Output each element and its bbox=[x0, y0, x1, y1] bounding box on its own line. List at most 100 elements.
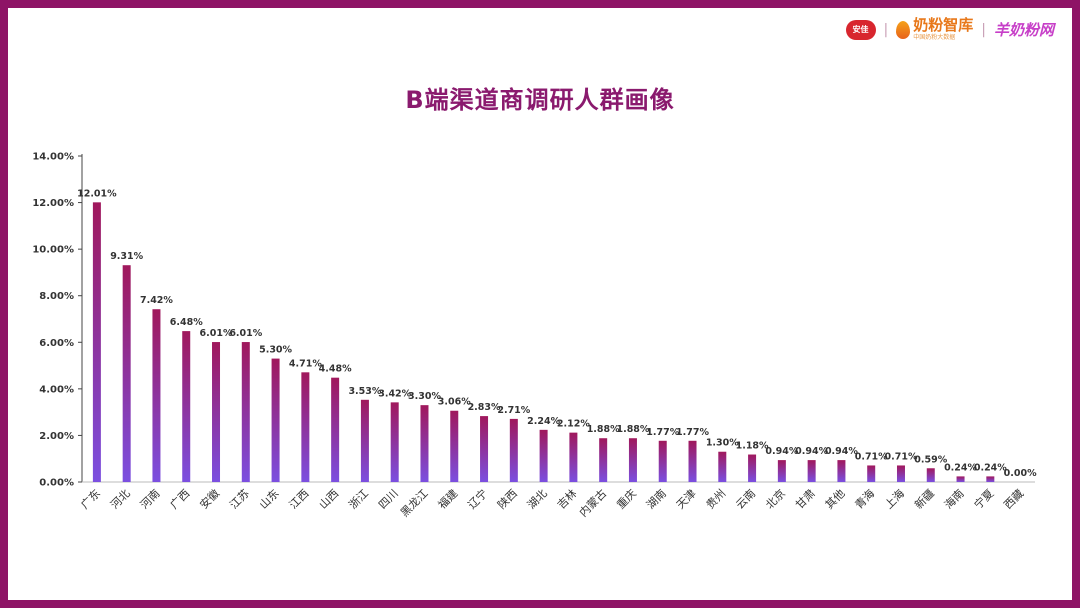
slide: 安佳 | 奶粉智库 中国奶粉大数据 | 羊奶粉网 bbox=[8, 8, 1072, 600]
x-tick-label: 宁夏 bbox=[971, 486, 996, 511]
x-tick-label: 重庆 bbox=[614, 486, 639, 511]
bar bbox=[301, 372, 310, 482]
x-tick-label: 新疆 bbox=[911, 486, 936, 511]
divider: | bbox=[981, 21, 986, 38]
data-label: 0.94% bbox=[795, 446, 828, 457]
y-tick-label: 10.00% bbox=[32, 245, 74, 256]
bar bbox=[152, 309, 161, 482]
x-tick-label: 湖南 bbox=[644, 487, 669, 512]
x-tick-label: 江西 bbox=[287, 487, 312, 512]
data-label: 1.30% bbox=[706, 438, 739, 449]
bar bbox=[480, 416, 489, 482]
data-label: 2.83% bbox=[468, 402, 501, 413]
chart-title: B端渠道商调研人群画像 bbox=[405, 86, 675, 114]
bar bbox=[658, 440, 667, 482]
bar bbox=[360, 399, 369, 482]
y-tick-label: 0.00% bbox=[39, 478, 74, 489]
data-label: 1.77% bbox=[676, 427, 709, 438]
data-label: 3.42% bbox=[378, 388, 411, 399]
bar bbox=[92, 202, 101, 483]
bar bbox=[450, 410, 459, 482]
x-tick-label: 福建 bbox=[435, 486, 460, 511]
brand-logo-1: 安佳 bbox=[845, 19, 876, 40]
bar bbox=[628, 438, 637, 482]
x-tick-label: 广东 bbox=[78, 487, 103, 512]
bar bbox=[956, 476, 965, 482]
brand-logo-2: 奶粉智库 中国奶粉大数据 bbox=[896, 18, 973, 41]
x-tick-label: 山东 bbox=[257, 487, 282, 512]
x-tick-label: 陕西 bbox=[494, 486, 519, 511]
x-tick-label: 黑龙江 bbox=[398, 487, 431, 520]
data-label: 3.53% bbox=[348, 386, 381, 397]
data-label: 1.88% bbox=[616, 424, 649, 435]
bar bbox=[420, 405, 429, 482]
y-tick-label: 14.00% bbox=[32, 152, 74, 163]
x-tick-label: 上海 bbox=[882, 486, 907, 511]
brand-logo-2-name: 奶粉智库 bbox=[913, 16, 974, 34]
x-tick-label: 江苏 bbox=[227, 487, 252, 512]
bar bbox=[509, 418, 518, 482]
data-label: 2.71% bbox=[497, 405, 530, 416]
y-tick-label: 12.00% bbox=[32, 198, 74, 209]
x-tick-label: 吉林 bbox=[554, 486, 579, 511]
x-tick-label: 河北 bbox=[108, 487, 133, 512]
bar bbox=[777, 460, 786, 482]
x-tick-label: 贵州 bbox=[704, 487, 729, 512]
brand-logo-2-tagline: 中国奶粉大数据 bbox=[913, 34, 956, 41]
data-label: 0.24% bbox=[944, 462, 977, 473]
bar bbox=[718, 451, 727, 482]
data-label: 4.71% bbox=[289, 358, 322, 369]
bar bbox=[867, 465, 876, 482]
x-tick-label: 山西 bbox=[317, 487, 342, 512]
bar bbox=[837, 460, 846, 482]
data-label: 3.06% bbox=[438, 397, 471, 408]
x-tick-label: 广西 bbox=[168, 487, 193, 512]
x-tick-label: 其他 bbox=[823, 487, 848, 512]
data-label: 7.42% bbox=[140, 295, 173, 306]
bar bbox=[331, 377, 340, 482]
data-label: 0.71% bbox=[855, 451, 888, 462]
data-label: 1.88% bbox=[587, 424, 620, 435]
x-tick-label: 青海 bbox=[852, 486, 877, 511]
bar bbox=[748, 454, 757, 482]
data-label: 0.59% bbox=[914, 454, 947, 465]
data-label: 12.01% bbox=[77, 188, 117, 199]
y-tick-label: 6.00% bbox=[39, 338, 74, 349]
y-tick-label: 8.00% bbox=[39, 291, 74, 302]
data-label: 0.94% bbox=[825, 446, 858, 457]
x-tick-label: 安徽 bbox=[197, 486, 222, 511]
x-tick-label: 河南 bbox=[138, 487, 163, 512]
x-tick-label: 内蒙古 bbox=[576, 486, 609, 519]
bar bbox=[390, 402, 399, 482]
x-tick-label: 浙江 bbox=[346, 487, 371, 512]
brand-logo-3: 羊奶粉网 bbox=[993, 21, 1054, 39]
x-tick-label: 西藏 bbox=[1001, 487, 1026, 512]
data-label: 3.30% bbox=[408, 391, 441, 402]
bar bbox=[599, 438, 608, 482]
data-label: 6.01% bbox=[229, 328, 262, 339]
bar bbox=[241, 342, 250, 482]
x-tick-label: 海南 bbox=[941, 486, 966, 511]
data-label: 4.48% bbox=[319, 364, 352, 375]
bar bbox=[926, 468, 935, 482]
bar bbox=[896, 465, 905, 482]
bar bbox=[688, 440, 697, 482]
data-label: 0.24% bbox=[974, 462, 1007, 473]
brand-logos: 安佳 | 奶粉智库 中国奶粉大数据 | 羊奶粉网 bbox=[845, 18, 1054, 41]
x-tick-label: 云南 bbox=[733, 487, 758, 512]
data-label: 0.94% bbox=[765, 446, 798, 457]
data-label: 0.71% bbox=[885, 451, 918, 462]
data-label: 9.31% bbox=[110, 251, 143, 262]
bar bbox=[986, 476, 995, 482]
data-label: 1.77% bbox=[646, 427, 679, 438]
data-label: 6.01% bbox=[200, 328, 233, 339]
bar bbox=[807, 460, 816, 482]
data-label: 6.48% bbox=[170, 317, 203, 328]
bar bbox=[539, 429, 548, 482]
data-label: 2.12% bbox=[557, 419, 590, 430]
bar bbox=[122, 265, 131, 482]
x-tick-label: 辽宁 bbox=[465, 486, 490, 511]
bar bbox=[569, 432, 578, 482]
x-tick-label: 甘肃 bbox=[793, 487, 818, 512]
data-label: 1.18% bbox=[736, 441, 769, 452]
